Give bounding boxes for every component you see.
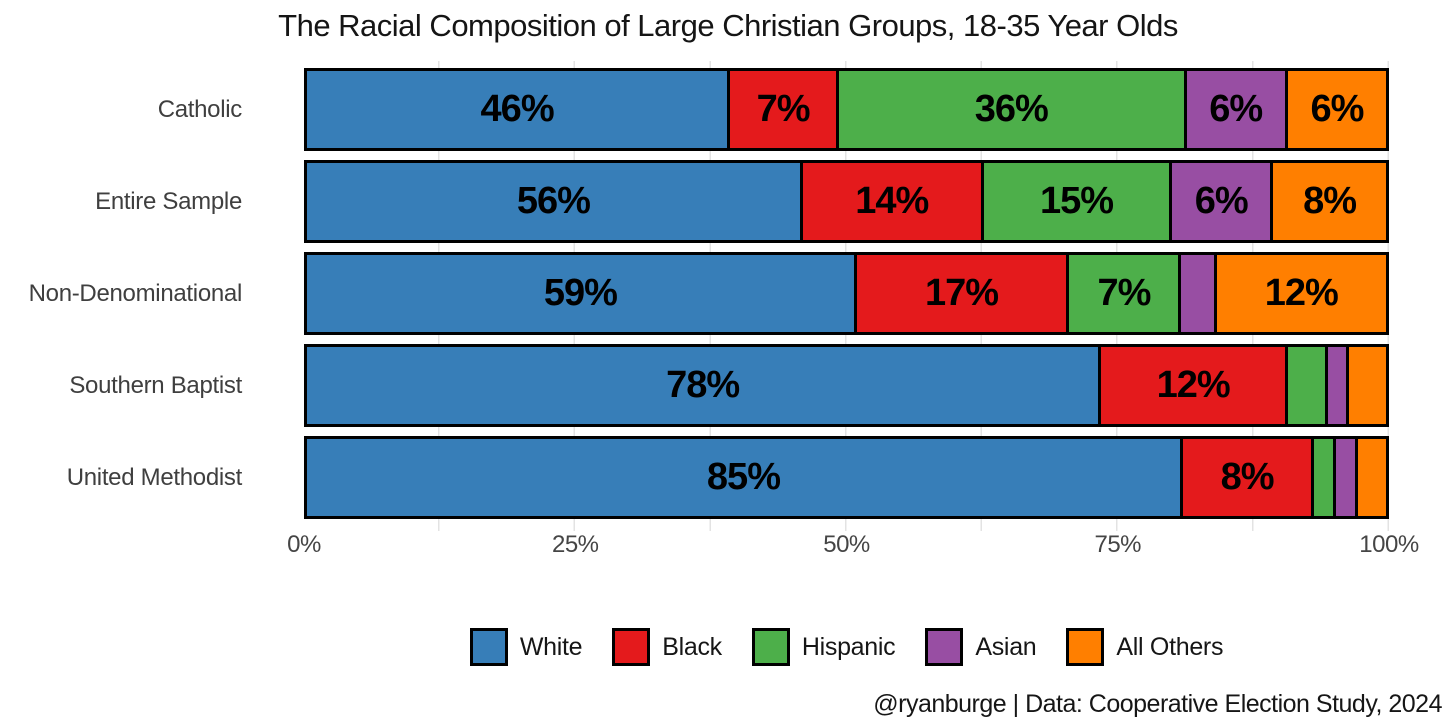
bar-row: Non-Denominational 59% 17% 7% 12%: [29, 252, 1389, 335]
bar-segment-black: 7%: [727, 71, 836, 148]
bar-segment-white: 46%: [307, 71, 728, 148]
legend-item-all-others: All Others: [1066, 628, 1223, 666]
category-label: Catholic: [157, 95, 243, 123]
bar-segment-all-others: 12%: [1213, 255, 1386, 332]
stacked-bar: 56% 14% 15% 6% 8%: [304, 160, 1389, 243]
legend-swatch: [751, 628, 790, 666]
bar-segment-white: 59%: [307, 255, 854, 332]
legend-item-white: White: [469, 628, 583, 666]
segment-value-label: 6%: [1194, 180, 1249, 222]
x-axis-tick-label: 50%: [823, 531, 870, 558]
bar-segment-white: 78%: [307, 347, 1099, 424]
bar-rows: Catholic 46% 7% 36% 6% 6% Entire Sample 56% 14% 1…: [29, 68, 1389, 519]
category-label: Non-Denominational: [28, 279, 243, 307]
legend-label: Hispanic: [801, 632, 896, 661]
bar-segment-asian: 6%: [1183, 71, 1285, 148]
stacked-bar: 46% 7% 36% 6% 6%: [304, 68, 1389, 151]
legend-item-hispanic: Hispanic: [751, 628, 896, 666]
legend-item-black: Black: [612, 628, 722, 666]
segment-value-label: 78%: [666, 364, 740, 406]
segment-value-label: 15%: [1039, 180, 1114, 222]
bar-segment-asian: [1178, 255, 1214, 332]
segment-value-label: 12%: [1264, 272, 1339, 314]
segment-value-label: 36%: [974, 88, 1049, 130]
bar-segment-hispanic: 7%: [1066, 255, 1179, 332]
segment-value-label: 7%: [1097, 272, 1151, 314]
bar-segment-hispanic: 15%: [980, 163, 1170, 240]
bar-segment-white: 56%: [307, 163, 800, 240]
stacked-bar: 78% 12%: [304, 344, 1389, 427]
bar-row: Southern Baptist 78% 12%: [69, 344, 1389, 427]
bar-segment-black: 17%: [853, 255, 1067, 332]
segment-value-label: 59%: [543, 272, 618, 314]
x-axis-tick-label: 75%: [1094, 531, 1142, 558]
segment-value-label: 56%: [516, 180, 591, 222]
x-axis: 0% 25% 50% 75% 100%: [287, 531, 1419, 563]
category-label: Southern Baptist: [69, 371, 242, 399]
legend-label: Asian: [975, 632, 1037, 661]
category-label: Entire Sample: [95, 187, 242, 215]
segment-value-label: 6%: [1209, 88, 1263, 130]
legend-swatch: [1066, 628, 1105, 666]
bar-row: Entire Sample 56% 14% 15% 6% 8%: [95, 160, 1389, 243]
x-axis-tick-label: 100%: [1359, 531, 1419, 558]
bar-segment-asian: [1324, 347, 1347, 424]
segment-value-label: 12%: [1156, 364, 1231, 406]
category-label: United Methodist: [66, 463, 243, 491]
legend-label: Black: [662, 632, 722, 661]
bar-segment-asian: [1332, 439, 1355, 516]
bar-segment-black: 8%: [1179, 439, 1312, 516]
chart-title: The Racial Composition of Large Christia…: [278, 8, 1178, 43]
legend-label: All Others: [1116, 632, 1224, 661]
x-axis-tick-label: 0%: [287, 531, 321, 558]
bar-row: Catholic 46% 7% 36% 6% 6%: [158, 68, 1389, 151]
bar-segment-hispanic: [1311, 439, 1333, 516]
bar-segment-all-others: [1346, 347, 1386, 424]
segment-value-label: 8%: [1303, 180, 1357, 222]
bar-segment-hispanic: 36%: [835, 71, 1184, 148]
segment-value-label: 85%: [706, 456, 781, 498]
bar-segment-hispanic: [1284, 347, 1325, 424]
attribution-caption: @ryanburge | Data: Cooperative Election …: [873, 690, 1442, 718]
bar-row: United Methodist 85% 8%: [67, 436, 1389, 519]
bar-segment-black: 12%: [1098, 347, 1285, 424]
legend-swatch: [612, 628, 651, 666]
bar-segment-all-others: [1354, 439, 1387, 516]
bar-segment-all-others: 6%: [1284, 71, 1386, 148]
segment-value-label: 17%: [925, 272, 999, 314]
segment-value-label: 14%: [855, 180, 929, 222]
stacked-bar-chart: Catholic 46% 7% 36% 6% 6% Entire Sample 56% 14% 1…: [29, 61, 1419, 563]
bar-segment-white: 85%: [307, 439, 1180, 516]
segment-value-label: 7%: [756, 88, 811, 130]
segment-value-label: 8%: [1220, 456, 1275, 498]
legend-label: White: [519, 632, 583, 661]
legend: White Black Hispanic Asian All Others: [304, 628, 1389, 666]
legend-item-asian: Asian: [925, 628, 1037, 666]
bar-segment-all-others: 8%: [1270, 163, 1386, 240]
legend-swatch: [925, 628, 964, 666]
x-axis-tick-label: 25%: [551, 531, 599, 558]
segment-value-label: 46%: [480, 88, 555, 130]
stacked-bar: 59% 17% 7% 12%: [304, 252, 1389, 335]
stacked-bar: 85% 8%: [304, 436, 1389, 519]
segment-value-label: 6%: [1310, 88, 1364, 130]
bar-segment-black: 14%: [799, 163, 981, 240]
bar-segment-asian: 6%: [1169, 163, 1271, 240]
legend-swatch: [469, 628, 508, 666]
